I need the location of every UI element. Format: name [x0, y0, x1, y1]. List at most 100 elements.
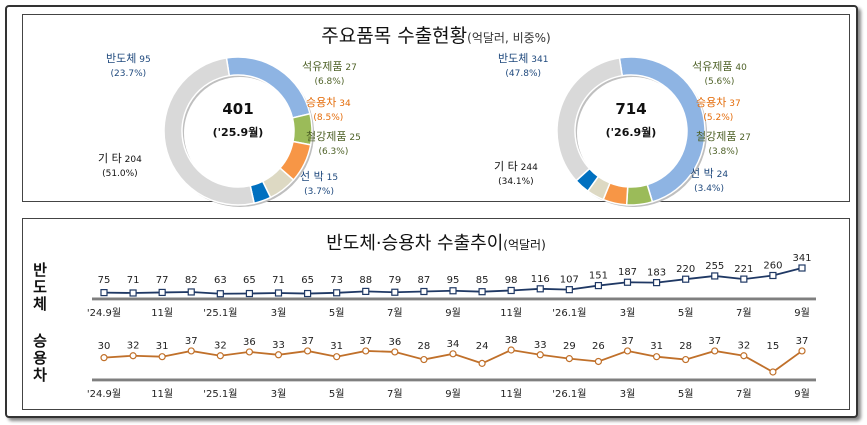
data-point-semiconductor: [362, 287, 370, 296]
donut-label-name-value: 석유제품 40: [692, 60, 747, 75]
bottom-title-text: 반도체·승용차 수출추이: [326, 233, 504, 254]
x-tick-label: 3월: [271, 307, 287, 319]
data-point-semiconductor: [216, 290, 224, 298]
donut-category-share: (3.7%): [304, 187, 334, 197]
x-tick-label: 7월: [736, 307, 752, 319]
data-label-semiconductor: 183: [647, 268, 666, 279]
data-point-cars: [333, 353, 341, 361]
donut-label-name-value: 기 타 204: [98, 152, 142, 167]
donut-slice-others: [556, 57, 624, 182]
donut-category-share: (34.1%): [498, 177, 534, 187]
data-label-cars: 37: [796, 336, 809, 347]
data-point-cars: [478, 359, 486, 367]
x-tick-label: 11월: [500, 307, 522, 319]
data-label-cars: 28: [418, 341, 431, 352]
data-point-semiconductor: [536, 285, 544, 293]
donut-label-name-value: 기 타 244: [494, 160, 538, 175]
donut-category-name: 기 타: [98, 152, 122, 165]
data-point-cars: [740, 352, 748, 360]
data-point-semiconductor: [682, 275, 690, 283]
donut-category-share: (51.0%): [102, 169, 138, 179]
data-point-semiconductor: [507, 286, 515, 295]
data-label-cars: 31: [156, 341, 169, 352]
donut-category-value: 34: [336, 99, 351, 109]
data-label-cars: 32: [737, 341, 750, 352]
donut-label-name-value: 반도체 95: [106, 52, 151, 67]
data-point-semiconductor: [594, 281, 603, 290]
row-label-char: 도: [33, 278, 47, 296]
donut-category-value: 27: [342, 63, 357, 73]
donut-category-name: 기 타: [494, 160, 518, 173]
bottom-panel: 반도체·승용차 수출추이(억달러): [22, 218, 850, 410]
data-label-cars: 36: [243, 337, 256, 348]
data-point-semiconductor: [187, 288, 195, 296]
x-tick-label: '25.1월: [203, 307, 237, 319]
x-tick-label: 5월: [329, 388, 345, 400]
donut-category-value: 244: [517, 163, 538, 173]
x-tick-label: 5월: [678, 307, 694, 319]
donut-category-value: 37: [726, 99, 741, 109]
data-point-cars: [129, 352, 137, 360]
data-point-cars: [769, 368, 777, 376]
data-label-semiconductor: 63: [214, 275, 227, 286]
top-title: 주요품목 수출현황(억달러, 비중%): [23, 21, 849, 48]
data-point-cars: [420, 355, 428, 364]
data-label-cars: 28: [679, 341, 692, 352]
donut-label-name-value: 철강제품 27: [696, 130, 751, 145]
data-point-cars: [303, 347, 312, 355]
donut-period-2025: ('25.9월): [212, 126, 264, 139]
donut-label-steel: 철강제품 27 (3.8%): [696, 130, 751, 159]
data-point-semiconductor: [245, 289, 254, 298]
data-point-semiconductor: [623, 278, 632, 286]
data-point-cars: [100, 354, 108, 362]
data-point-cars: [682, 355, 690, 364]
data-label-cars: 15: [767, 341, 780, 352]
data-label-semiconductor: 116: [531, 274, 550, 285]
x-tick-label: 9월: [445, 307, 461, 319]
donut-category-share: (8.5%): [313, 113, 344, 123]
data-point-semiconductor: [711, 272, 719, 280]
x-tick-label: 7월: [387, 307, 403, 319]
donut-category-value: 25: [346, 133, 361, 143]
x-tick-label: 11월: [151, 307, 173, 319]
data-label-semiconductor: 85: [476, 275, 489, 286]
donut-label-cars: 승용차 34 (8.5%): [306, 96, 351, 125]
bottom-title: 반도체·승용차 수출추이(억달러): [23, 229, 849, 255]
top-title-text: 주요품목 수출현황: [321, 25, 468, 47]
data-point-semiconductor: [740, 275, 748, 283]
x-tick-label: 7월: [736, 388, 752, 400]
x-tick-label: '25.1월: [203, 388, 237, 400]
donut-chart-2025: [163, 56, 314, 207]
data-label-semiconductor: 187: [618, 267, 637, 278]
donut-label-others: 기 타 204 (51.0%): [98, 152, 142, 181]
data-label-semiconductor: 341: [792, 253, 811, 264]
top-title-unit: (억달러, 비중%): [467, 31, 551, 45]
donut-chart-2026: [556, 56, 707, 207]
donut-label-steel: 철강제품 25 (6.3%): [306, 130, 361, 159]
data-label-semiconductor: 221: [734, 264, 753, 275]
x-tick-label: '24.9월: [87, 388, 121, 400]
data-point-cars: [507, 346, 515, 354]
data-label-semiconductor: 65: [243, 275, 256, 286]
donut-category-name: 반도체: [106, 52, 137, 65]
data-point-cars: [536, 351, 544, 359]
data-point-cars: [245, 348, 254, 356]
data-point-semiconductor: [303, 289, 312, 298]
data-label-cars: 34: [447, 339, 460, 350]
donut-category-name: 석유제품: [302, 60, 343, 73]
data-label-semiconductor: 95: [447, 275, 460, 286]
data-point-semiconductor: [274, 289, 283, 297]
data-label-cars: 38: [505, 335, 518, 346]
donut-label-petroleum: 석유제품 27 (6.8%): [302, 60, 357, 89]
donut-category-share: (47.8%): [505, 69, 542, 79]
data-point-cars: [711, 347, 719, 355]
donut-category-share: (5.2%): [703, 113, 734, 123]
donut-label-name-value: 철강제품 25: [306, 130, 361, 145]
donut-category-share: (5.6%): [704, 77, 735, 87]
data-label-semiconductor: 71: [272, 275, 285, 286]
donut-label-name-value: 승용차 37: [696, 96, 741, 111]
data-label-cars: 37: [708, 336, 721, 347]
